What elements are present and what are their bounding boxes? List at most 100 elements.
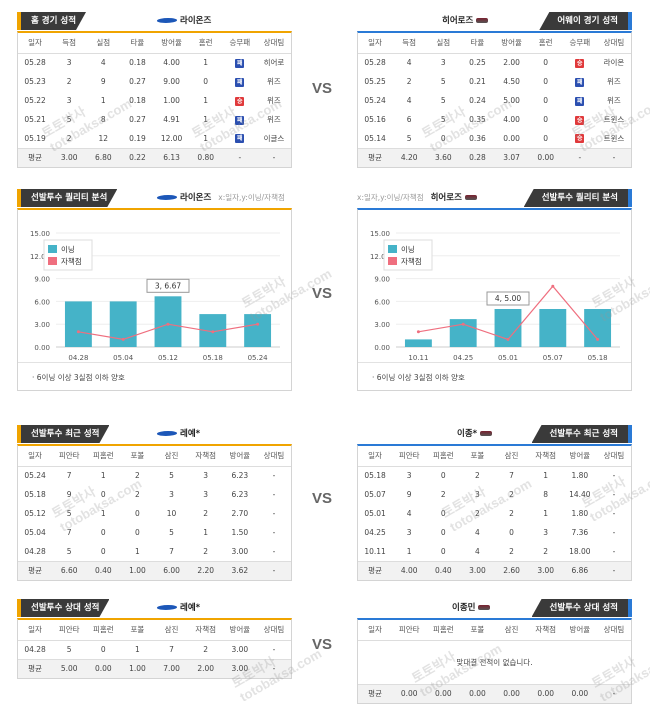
table-cell: 5: [66, 546, 72, 556]
table-row: 05.28 4 3 0.25 2.00 0 승 라이온: [358, 53, 631, 72]
table-cell: 2: [203, 645, 209, 654]
inning-bar[interactable]: [404, 339, 432, 347]
x-tick-label: 05.18: [588, 354, 608, 362]
x-tick-label: 05.01: [498, 354, 518, 362]
pitcher-name: 레예*: [180, 603, 201, 613]
inning-bar[interactable]: [244, 314, 272, 347]
average-row: 평균 5.00 0.00 1.00 7.00 2.00 3.00-: [18, 658, 291, 678]
panel-title: 선발투수 상대 성적: [531, 599, 632, 617]
table-cell: 0: [440, 528, 446, 537]
earned-run-point[interactable]: [211, 330, 215, 334]
earned-run-point[interactable]: [596, 337, 600, 341]
average-cell: 6.86: [562, 560, 597, 580]
table-cell: 05.07: [364, 490, 386, 499]
earned-run-point[interactable]: [416, 330, 420, 334]
table-row: 05.12 5 1 0 10 2 2.70-: [18, 504, 291, 523]
column-header: 실점: [86, 33, 121, 54]
result-cell: 승: [563, 129, 597, 148]
table-row: 05.19 2 12 0.19 12.00 1 패 이글스: [18, 129, 291, 148]
average-cell: 평균: [18, 658, 53, 678]
table-cell: 2: [440, 490, 446, 499]
team-name: 라이온즈: [180, 16, 212, 26]
column-header: 피홈런: [426, 446, 461, 467]
table-cell: 05.04: [24, 528, 46, 537]
table-row: 10.11 1 0 4 2 2 18.00 -: [358, 542, 631, 561]
table-cell: 2: [509, 490, 514, 499]
earned-run-point[interactable]: [551, 284, 555, 288]
table-cell: 1: [203, 115, 209, 124]
away-record-panel: 히어로즈 어웨이 경기 성적 일자 득점 실점 타율 방어율 홈런 승무패 상대팀 05.28 4…: [357, 11, 632, 168]
earned-run-point[interactable]: [121, 337, 125, 341]
average-cell: 0.00: [494, 683, 529, 703]
table-cell: 3: [203, 490, 209, 499]
table-cell: 05.24: [364, 96, 386, 105]
average-cell: 평균: [358, 683, 393, 703]
average-cell: 0.40: [426, 560, 461, 580]
loss-badge: 패: [575, 96, 585, 106]
pitcher-recent-table: 일자 피안타 피홈런 포볼 삼진 자책점 방어율 상대팀 05.24 7 1 2 5 3 6.23-05.1…: [18, 446, 291, 580]
table-row: 05.18 9 0 2 3 3 6.23 -: [18, 485, 291, 504]
table-cell: 05.22: [24, 96, 46, 105]
inning-bar[interactable]: [154, 296, 182, 347]
quality-chart-panel-right: x:일자,y:이닝/자책점 히어로즈 선발투수 퀄리티 분석 0.00 3.00 6.…: [357, 188, 632, 391]
win-badge: 승: [575, 134, 585, 144]
inning-bar[interactable]: [539, 309, 567, 347]
average-cell: 6.13: [154, 147, 189, 167]
column-header: 방어율: [222, 620, 257, 641]
average-row: 평균 3.00 6.80 0.22 6.13 0.80- -: [18, 147, 291, 167]
inning-bar[interactable]: [64, 301, 92, 347]
loss-badge: 패: [235, 115, 245, 125]
table-cell: 5: [66, 115, 72, 124]
earned-run-point[interactable]: [256, 322, 260, 326]
table-row: 05.24 4 5 0.24 5.00 0 패 위즈: [358, 91, 631, 110]
table-cell: 2: [475, 471, 480, 481]
table-row: 05.14 5 0 0.36 0.00 0 승 트윈스: [358, 129, 631, 148]
table-cell: 0.24: [469, 96, 486, 105]
average-cell: 0.00: [562, 683, 597, 703]
table-cell: 3.00: [231, 645, 249, 654]
earned-run-point[interactable]: [506, 337, 510, 341]
earned-run-point[interactable]: [461, 322, 465, 326]
column-header: 방어율: [222, 446, 257, 467]
table-cell: 1.80: [571, 471, 589, 481]
table-cell: 2: [135, 490, 140, 499]
table-row: 04.28 5 0 1 7 2 3.00 -: [18, 640, 291, 659]
column-header: 일자: [18, 446, 53, 467]
table-cell: 0: [100, 528, 106, 537]
earned-run-point[interactable]: [166, 322, 170, 326]
column-header: 홈런: [188, 33, 223, 54]
table-cell: 6.23: [231, 490, 249, 499]
table-cell: 05.19: [24, 133, 46, 143]
table-cell: 8: [100, 115, 106, 124]
table-cell: 2: [475, 509, 480, 518]
column-header: 포볼: [120, 620, 155, 641]
table-cell: 3: [406, 471, 412, 481]
result-cell: 승: [563, 53, 597, 72]
table-cell: 1: [100, 509, 106, 518]
column-header: 삼진: [154, 620, 189, 641]
table-cell: 4: [406, 509, 412, 518]
y-tick-label: 9.00: [34, 276, 50, 284]
table-row: 05.07 9 2 3 2 8 14.40 -: [358, 485, 631, 504]
vs-label: VS: [312, 490, 333, 507]
table-cell: 위즈: [607, 77, 621, 86]
table-cell: 0: [543, 96, 549, 105]
table-cell: 3.00: [231, 546, 249, 556]
table-cell: 2: [203, 509, 209, 518]
average-cell: 1.00: [120, 560, 155, 580]
panel-title: 선발투수 상대 성적: [17, 599, 109, 617]
y-tick-label: 9.00: [374, 276, 390, 284]
earned-run-point[interactable]: [76, 330, 80, 334]
table-cell: 2: [66, 77, 72, 86]
column-header: 삼진: [154, 446, 189, 467]
average-cell: 0.00: [528, 683, 563, 703]
loss-badge: 패: [235, 58, 245, 68]
table-cell: 4.91: [163, 115, 180, 124]
average-cell: 4.20: [392, 147, 427, 167]
panel-title: 선발투수 퀄리티 분석: [523, 189, 632, 207]
table-cell: 1: [100, 471, 106, 481]
table-cell: 5: [169, 528, 174, 537]
heroes-logo-icon: [478, 604, 491, 610]
table-cell: 3: [169, 490, 174, 499]
column-header: 자책점: [528, 446, 563, 467]
